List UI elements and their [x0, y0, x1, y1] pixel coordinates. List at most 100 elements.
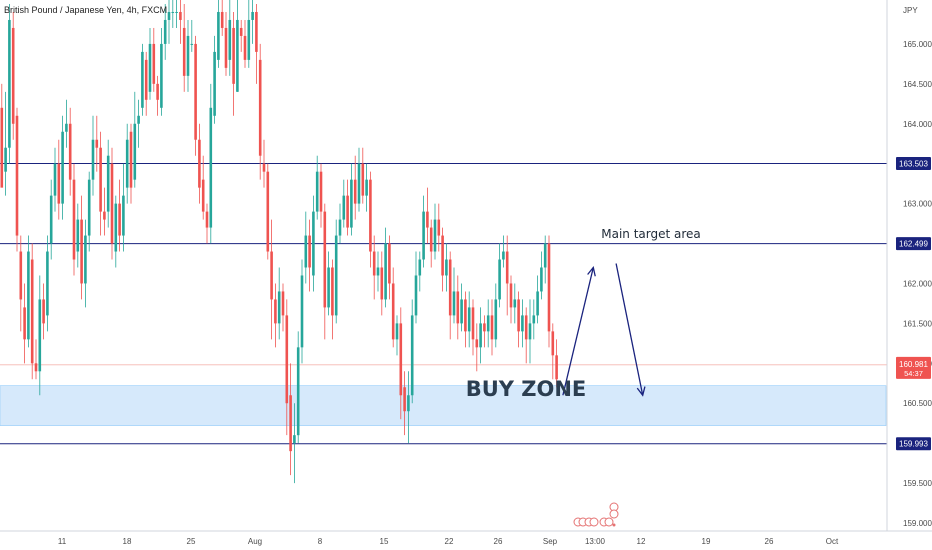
candle-3	[11, 11, 15, 140]
candle-146	[555, 339, 558, 388]
candle-52	[198, 123, 201, 204]
candle-97	[369, 171, 372, 268]
event-markers[interactable]	[573, 502, 619, 527]
candle-17	[65, 99, 68, 148]
candle-115	[437, 203, 441, 252]
level-badge-text: 162.499	[899, 240, 928, 249]
candle-127	[483, 315, 486, 348]
candle-86	[327, 251, 330, 316]
candle-132	[502, 235, 505, 268]
level-badge-0: 163.503	[896, 156, 931, 170]
candle-79	[300, 259, 304, 364]
candle-84	[319, 163, 323, 228]
candle-77	[293, 403, 296, 484]
candle-36	[137, 99, 140, 148]
candle-82	[312, 195, 315, 292]
y-tick-label: 165.000	[903, 40, 932, 49]
level-badge-2: 159.993	[896, 437, 931, 451]
time-axis[interactable]: 11 18 25 Aug 8 15 22 26 Sep 13:00 12 19 26 Oct	[58, 537, 839, 546]
countdown-text: 54:37	[904, 369, 923, 378]
candle-125	[475, 323, 479, 372]
candle-139	[528, 299, 532, 364]
candle-108	[410, 299, 414, 404]
x-tick-label: 18	[123, 537, 132, 546]
candle-98	[372, 235, 376, 300]
candle-83	[315, 155, 319, 220]
candle-111	[422, 195, 425, 268]
candle-22	[84, 219, 87, 308]
candle-136	[517, 291, 520, 348]
candle-60	[228, 0, 232, 76]
projection-path-layer	[562, 263, 646, 397]
candle-13	[49, 179, 53, 260]
candle-51	[194, 35, 197, 156]
candle-48	[182, 3, 186, 92]
candle-120	[456, 275, 460, 340]
candle-59	[224, 11, 228, 76]
candle-64	[243, 19, 247, 68]
candle-28	[106, 139, 110, 228]
target-up-arrow-head	[587, 266, 596, 277]
candle-104	[395, 315, 399, 356]
candle-65	[247, 0, 251, 68]
candle-6	[23, 283, 26, 364]
candle-124	[471, 299, 475, 356]
candle-44	[167, 0, 171, 44]
candle-38	[144, 51, 148, 116]
candle-66	[251, 0, 254, 44]
candle-47	[179, 0, 182, 44]
y-tick-label: 164.500	[903, 80, 932, 89]
candle-35	[133, 91, 137, 188]
candle-141	[536, 275, 539, 324]
candle-67	[255, 3, 258, 84]
target-down-arrow[interactable]	[615, 263, 644, 396]
candle-61	[232, 11, 235, 116]
x-tick-label: 8	[318, 537, 323, 546]
candle-102	[388, 235, 391, 300]
candle-90	[342, 179, 346, 228]
candle-110	[418, 251, 422, 292]
y-tick-label: 161.500	[903, 319, 932, 328]
candle-68	[258, 43, 262, 180]
candle-54	[205, 203, 209, 244]
level-badge-1: 162.499	[896, 237, 931, 251]
candle-40	[152, 27, 156, 92]
x-tick-label: 13:00	[585, 537, 606, 546]
candle-113	[429, 219, 433, 268]
candle-46	[175, 0, 178, 28]
candle-72	[274, 283, 277, 348]
candle-41	[156, 75, 159, 116]
candle-81	[308, 219, 311, 292]
candle-75	[285, 299, 289, 436]
candle-144	[547, 235, 551, 348]
candle-5	[19, 235, 23, 332]
candle-140	[532, 299, 536, 340]
candle-78	[296, 331, 300, 444]
candle-71	[270, 219, 273, 340]
candle-42	[160, 27, 163, 116]
candle-31	[118, 179, 121, 252]
target-up-arrow[interactable]	[562, 267, 594, 396]
candle-2	[8, 3, 11, 164]
x-tick-label: 11	[58, 537, 67, 546]
buy-zone-rect[interactable]	[0, 385, 887, 426]
candle-37	[141, 43, 144, 116]
candle-45	[171, 0, 175, 28]
candle-29	[110, 147, 114, 260]
candle-18	[68, 107, 72, 196]
candle-24	[91, 115, 95, 196]
candle-20	[76, 203, 80, 268]
candle-88	[334, 219, 338, 324]
candle-89	[338, 203, 342, 244]
x-tick-label: Sep	[543, 537, 558, 546]
y-tick-label: 164.000	[903, 120, 932, 129]
candle-0	[0, 83, 4, 188]
candle-39	[148, 27, 152, 100]
candle-93	[353, 155, 357, 220]
candle-119	[452, 267, 456, 324]
y-tick-label: 160.500	[903, 399, 932, 408]
candle-122	[464, 291, 467, 348]
candle-8	[30, 243, 34, 380]
